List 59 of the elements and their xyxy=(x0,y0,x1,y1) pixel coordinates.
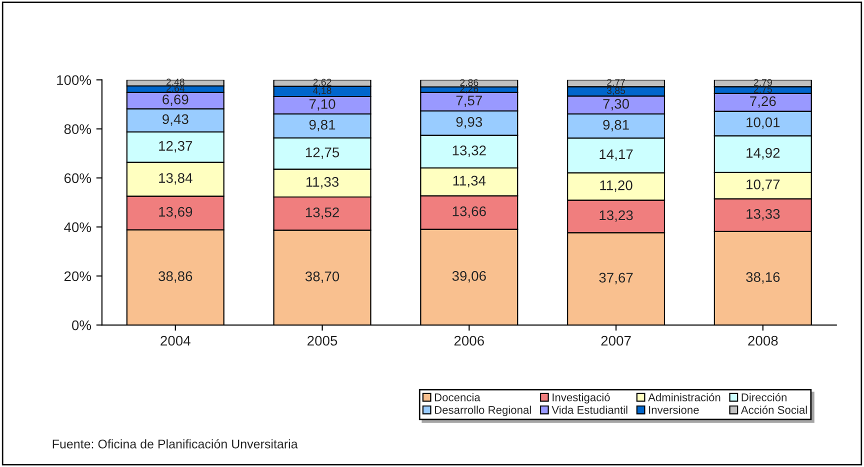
data-label: 10,01 xyxy=(746,117,780,129)
data-label: 12,75 xyxy=(306,147,340,159)
data-label: 10,77 xyxy=(746,179,780,191)
data-label: 39,06 xyxy=(452,271,486,283)
data-label: 13,23 xyxy=(600,210,633,222)
data-label: 7,57 xyxy=(456,96,482,108)
y-tick-label: 20% xyxy=(64,271,92,282)
data-label: 2,48 xyxy=(166,78,184,87)
legend-label: Docencia xyxy=(434,393,480,402)
data-label: 2,77 xyxy=(607,78,626,88)
data-label: 4,18 xyxy=(313,87,332,96)
x-tick-label: 2007 xyxy=(601,336,631,346)
y-tick-label: 100% xyxy=(57,75,92,86)
data-label: 9,81 xyxy=(603,120,629,132)
y-tick-label: 40% xyxy=(64,222,92,232)
data-label: 2,62 xyxy=(313,78,332,87)
data-label: 14,17 xyxy=(600,149,633,161)
data-label: 13,69 xyxy=(159,206,192,218)
data-label: 2,79 xyxy=(754,79,772,88)
data-label: 2,64 xyxy=(166,84,185,93)
data-label: 13,33 xyxy=(746,209,780,220)
x-tick-label: 2006 xyxy=(454,336,484,346)
y-tick-label: 60% xyxy=(64,173,92,184)
data-label: 7,26 xyxy=(750,96,776,108)
data-label: 2,26 xyxy=(460,85,478,94)
data-label: 13,52 xyxy=(306,207,339,219)
legend-label: Vida Estudiantil xyxy=(552,406,628,414)
data-label: 2,75 xyxy=(754,86,772,94)
data-label: 7,10 xyxy=(309,99,336,111)
data-label: 9,43 xyxy=(162,114,188,126)
legend-label: Desarrollo Regional xyxy=(434,406,531,416)
data-label: 6,69 xyxy=(162,94,188,106)
x-tick-label: 2004 xyxy=(160,336,190,346)
legend-label: Inversione xyxy=(649,406,699,414)
source-note: Fuente: Oficina de Planificación Unversitaria xyxy=(52,439,298,448)
data-label: 9,81 xyxy=(309,120,336,132)
data-label: 13,84 xyxy=(159,173,192,185)
x-tick-label: 2005 xyxy=(308,336,338,346)
data-label: 14,92 xyxy=(746,148,780,160)
data-label: 38,86 xyxy=(158,271,192,283)
data-label: 12,37 xyxy=(159,140,192,152)
data-label: 37,67 xyxy=(599,272,633,284)
data-label: 11,34 xyxy=(453,176,486,188)
data-label: 3,85 xyxy=(606,87,626,96)
data-label: 13,66 xyxy=(452,206,486,218)
legend-label: Investigació xyxy=(552,393,610,404)
data-label: 38,70 xyxy=(305,271,340,283)
x-tick-label: 2008 xyxy=(748,336,778,346)
data-label: 13,32 xyxy=(452,146,486,158)
data-label: 11,20 xyxy=(600,180,632,192)
legend-label: Administración xyxy=(648,393,720,402)
y-tick-label: 0% xyxy=(72,320,92,330)
data-label: 7,30 xyxy=(603,98,630,110)
data-label: 38,16 xyxy=(746,272,780,284)
legend-label: Dirección xyxy=(742,393,786,402)
y-tick-label: 80% xyxy=(64,124,92,134)
legend-label: Acción Social xyxy=(740,406,807,414)
data-label: 9,93 xyxy=(456,117,482,129)
data-label: 11,33 xyxy=(306,177,339,188)
